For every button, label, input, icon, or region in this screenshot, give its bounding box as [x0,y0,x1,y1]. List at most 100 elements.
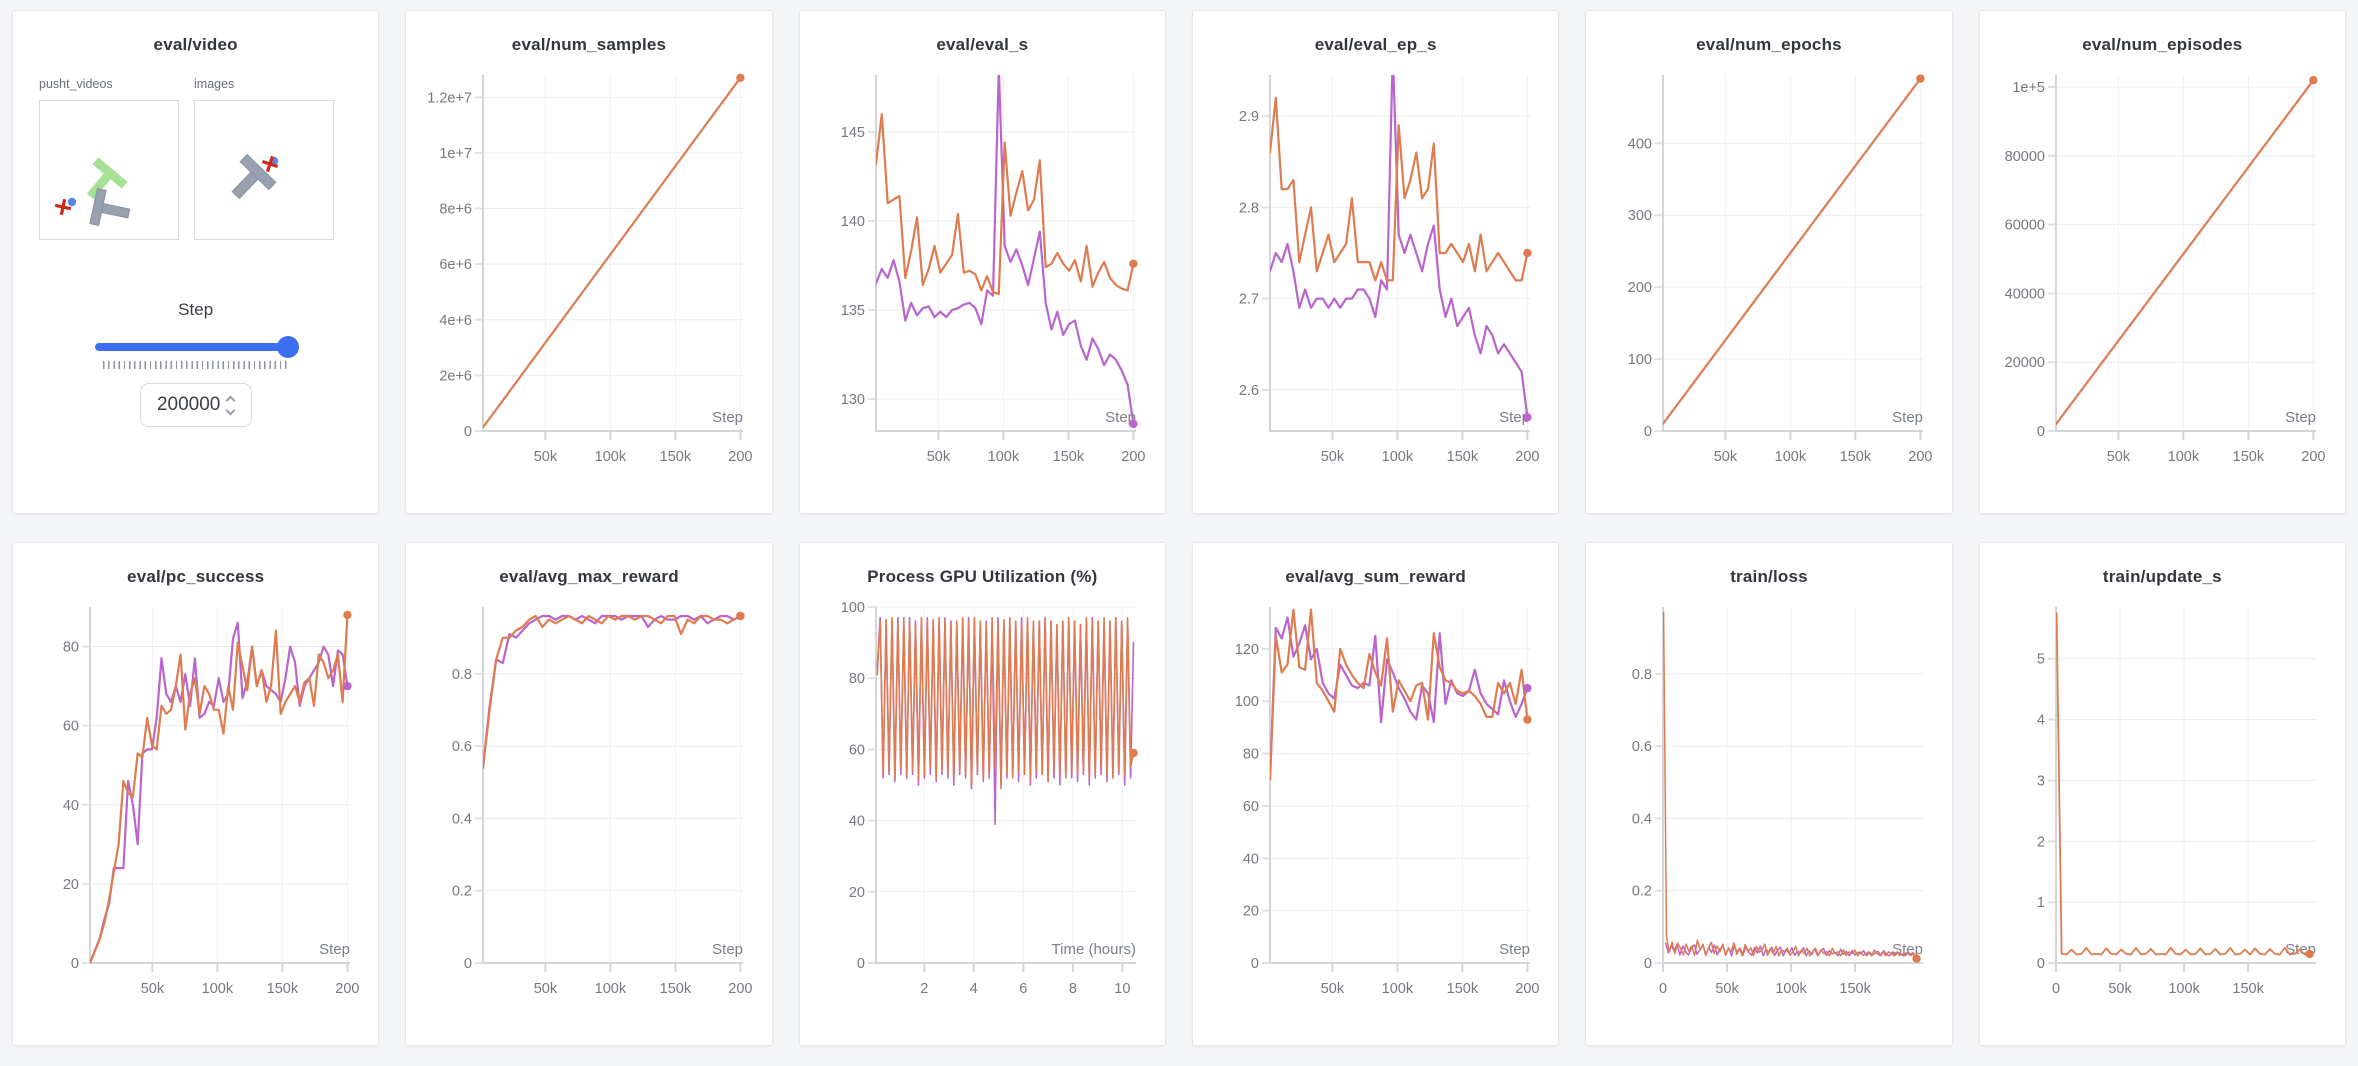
pusht-scene-video [54,157,131,227]
series-endpoint-orange [342,610,352,620]
images-thumbnail[interactable] [194,100,334,240]
stepper-arrows[interactable] [225,395,236,415]
x-tick-label: 150k [1446,449,1478,465]
step-slider-thumb[interactable] [276,336,299,358]
y-tick-label: 0 [464,424,472,440]
chart-canvas: 2.6 2.7 2.8 2.9 50k 100k 150k 200 Step [1238,75,1539,465]
panel-eval-eval-s[interactable]: eval/eval_s 130 135 140 145 50k 100k 150k 200 Ste… [798,10,1166,514]
y-tick-label: 0 [857,956,865,972]
goal-cross [261,155,279,173]
t-shape-gray [231,153,277,200]
series-line-purple [1269,616,1529,781]
x-tick-label: 100k [2168,449,2200,465]
y-tick-label: 20 [1243,904,1259,920]
series-line-orange [89,613,349,963]
y-tick-label: 80 [849,671,865,687]
panel-eval-num-epochs[interactable]: eval/num_epochs 0 100 200 300 400 50k 100k 150k 2… [1585,10,1953,514]
x-tick-label: 50k [1320,981,1344,997]
chart-canvas: 130 135 140 145 50k 100k 150k 200 Step [841,75,1146,465]
x-tick-label: 200 [1122,449,1146,465]
chart-title: eval/num_epochs [1696,35,1842,54]
x-tick-label: 150k [2233,449,2265,465]
x-tick-label: 2 [921,981,929,997]
panel-eval-avg-sum-reward[interactable]: eval/avg_sum_reward 0 20 40 60 80 100 120 50k 100… [1192,542,1560,1046]
x-tick-label: 8 [1069,981,1077,997]
panel-eval-eval-ep-s[interactable]: eval/eval_ep_s 2.6 2.7 2.8 2.9 50k 100k 150k 200… [1192,10,1560,514]
series-line-orange [876,616,1135,790]
panel-train-update-s[interactable]: train/update_s 0 1 2 3 4 5 0 50k 100k 150k Step [1978,542,2346,1046]
series-endpoint-purple [1129,419,1138,429]
y-tick-label: 5 [2037,652,2045,668]
step-slider[interactable] [94,336,299,358]
y-tick-label: 80 [63,640,79,656]
x-tick-label: 6 [1020,981,1028,997]
y-tick-label: 6e+6 [439,257,472,273]
x-axis-label: Step [712,409,743,426]
series-endpoint-orange [1916,74,1925,83]
x-tick-label: 100k [1775,981,1807,997]
panel-eval-avg-max-reward[interactable]: eval/avg_max_reward 0 0.2 0.4 0.6 0.8 50k 100k 1… [405,542,773,1046]
series-endpoint-orange [1522,715,1532,724]
panel-eval-num-episodes[interactable]: eval/num_episodes 0 20000 40000 60000 80000 1e… [1978,10,2346,514]
chart-canvas: 0 20 40 60 80 100 2 4 6 8 10 Time (hours) [841,600,1139,997]
y-tick-label: 140 [841,214,865,230]
x-tick-label: 100k [1381,449,1413,465]
y-tick-label: 8e+6 [439,202,472,218]
y-tick-label: 1e+5 [2013,80,2046,96]
video-panel-body: pusht_videos [13,77,378,427]
x-tick-label: 100k [2169,981,2201,997]
x-tick-label: 50k [927,449,951,465]
y-tick-label: 400 [1628,136,1652,152]
pusht-video-thumbnail[interactable] [39,100,179,240]
x-axis-label: Step [1499,941,1530,958]
chart-title: eval/eval_ep_s [1314,35,1437,54]
y-tick-label: 2.6 [1238,383,1258,399]
series-line-orange [2056,79,2315,426]
panel-train-loss[interactable]: train/loss 0 0.2 0.4 0.6 0.8 0 50k 100k 150k Step [1585,542,1953,1046]
y-tick-label: 0 [2037,956,2045,972]
x-axis-label: Step [1499,409,1530,426]
x-tick-label: 50k [1320,449,1344,465]
x-tick-label: 200 [728,981,752,997]
x-tick-label: 200 [1515,981,1539,997]
panel-eval-num-samples[interactable]: eval/num_samples 0 2e+6 4e+6 6e+6 8e+6 1e+7 1.2… [405,10,773,514]
x-tick-label: 200 [1515,449,1539,465]
chart-title: eval/num_episodes [2082,35,2243,54]
y-tick-label: 0 [464,956,472,972]
series-line-orange [1269,96,1529,282]
y-tick-label: 20 [849,885,865,901]
y-tick-label: 100 [1628,352,1652,368]
series-endpoint-orange [736,611,745,621]
x-tick-label: 100k [988,449,1020,465]
chart-title: Process GPU Utilization (%) [867,567,1098,586]
y-tick-label: 100 [841,600,865,616]
y-tick-label: 145 [841,125,865,141]
x-axis-label: Step [2285,409,2316,426]
x-tick-label: 150k [266,981,298,997]
panel-process-gpu-utilization[interactable]: Process GPU Utilization (%) 0 20 40 60 80 100 2… [798,542,1166,1046]
x-tick-label: 200 [728,449,752,465]
y-tick-label: 200 [1628,280,1652,296]
step-up-icon[interactable] [225,395,236,405]
pusht-scene-image [231,153,279,200]
panel-eval-pc-success[interactable]: eval/pc_success 0 20 40 60 80 50k 100k 150k 200 St… [12,542,380,1046]
series-endpoint-purple [342,681,352,691]
y-tick-label: 0 [1251,956,1259,972]
step-slider-track[interactable] [94,343,297,351]
y-tick-label: 2.8 [1238,200,1258,216]
step-input[interactable]: 200000 [139,383,252,427]
x-tick-label: 150k [1839,981,1871,997]
x-tick-label: 150k [660,449,692,465]
step-down-icon[interactable] [225,405,236,415]
panel-eval-video[interactable]: eval/video pusht_videos [12,10,380,514]
y-tick-label: 100 [1234,694,1258,710]
x-tick-label: 0 [2052,981,2060,997]
chart-title: train/loss [1730,567,1808,586]
y-tick-label: 2e+6 [439,368,472,384]
t-shape-green [86,157,128,200]
x-tick-label: 100k [595,449,627,465]
x-tick-label: 200 [1908,449,1932,465]
chart-title: eval/pc_success [127,567,265,586]
x-tick-label: 150k [1840,449,1872,465]
